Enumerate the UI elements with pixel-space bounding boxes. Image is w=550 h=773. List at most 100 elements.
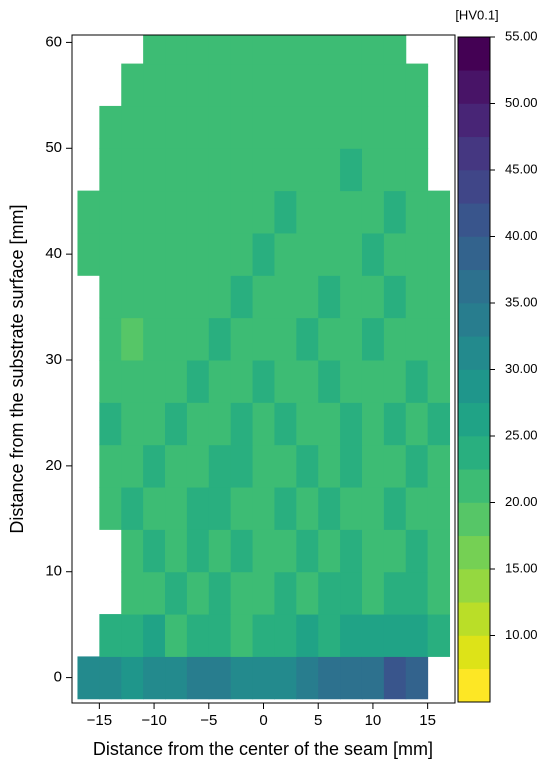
cell [208,656,232,700]
cell [318,444,341,488]
cell [405,614,429,657]
cell [427,190,451,234]
cell [121,571,144,615]
cell [208,63,232,107]
cell [186,232,210,276]
cell [143,232,166,276]
cell [121,402,144,446]
colorbar-band [458,402,490,437]
colorbar-band [458,303,490,337]
cell [405,529,429,573]
cell [186,656,210,700]
y-tick-label: 20 [45,457,62,474]
cell [143,487,166,530]
cell [230,190,254,234]
cell [296,105,319,149]
cell [274,232,297,276]
cell [340,444,363,488]
y-axis-label: Distance from the substrate surface [mm] [7,204,27,533]
colorbar-band [458,203,490,237]
cell [361,656,385,700]
cell [165,360,188,403]
cell [296,614,319,657]
cell [274,105,297,149]
cell [121,317,144,361]
cell [165,232,188,276]
cell [361,571,385,615]
cell [252,275,275,319]
cell [230,614,254,657]
cell [383,656,407,700]
cell [165,571,188,615]
cell [296,360,319,403]
cell [252,190,275,234]
cell [383,148,407,192]
cell [340,529,363,573]
cell [165,190,188,234]
colorbar-band [458,269,490,304]
cell [208,402,232,446]
cell [427,529,451,573]
cell [383,571,407,615]
cell [383,529,407,573]
colorbar-band [458,569,490,603]
cell [383,360,407,403]
colorbar-band [458,369,490,404]
cell [99,317,122,361]
cell [274,190,297,234]
cell [405,656,429,700]
cell [296,190,319,234]
cell [340,487,363,530]
cell [186,571,210,615]
cell [121,656,144,700]
cell [143,360,166,403]
colorbar-band [458,170,490,204]
colorbar-tick-label: 10.00 [505,627,538,642]
cell [383,275,407,319]
cell [296,148,319,192]
cell [186,35,210,65]
cell [121,275,144,319]
cell [340,190,363,234]
cell [230,148,254,192]
cell [296,571,319,615]
cell [361,360,385,403]
cell [165,614,188,657]
cell [252,148,275,192]
colorbar-band [458,602,490,636]
cell [405,360,429,403]
cell [143,444,166,488]
cell [165,529,188,573]
cell [361,105,385,149]
cell [318,275,341,319]
cell [296,402,319,446]
cell [318,190,341,234]
cell [318,529,341,573]
cell [318,148,341,192]
cell [383,63,407,107]
cell [274,148,297,192]
cell [165,402,188,446]
cell [230,571,254,615]
x-tick-label: −10 [141,712,166,729]
cell [99,402,122,446]
colorbar-tick-label: 15.00 [505,560,538,575]
colorbar-band [458,103,490,138]
cell [230,487,254,530]
cell [230,63,254,107]
cell [318,402,341,446]
cell [230,317,254,361]
cell [361,148,385,192]
cell [383,190,407,234]
cell [361,614,385,657]
colorbar-tick-label: 30.00 [505,361,538,376]
cell [427,444,451,488]
cell [165,317,188,361]
cell [361,63,385,107]
cell [274,63,297,107]
cell [427,317,451,361]
cell [318,35,341,65]
colorbar-label: [HV0.1] [455,7,498,22]
cell [405,571,429,615]
